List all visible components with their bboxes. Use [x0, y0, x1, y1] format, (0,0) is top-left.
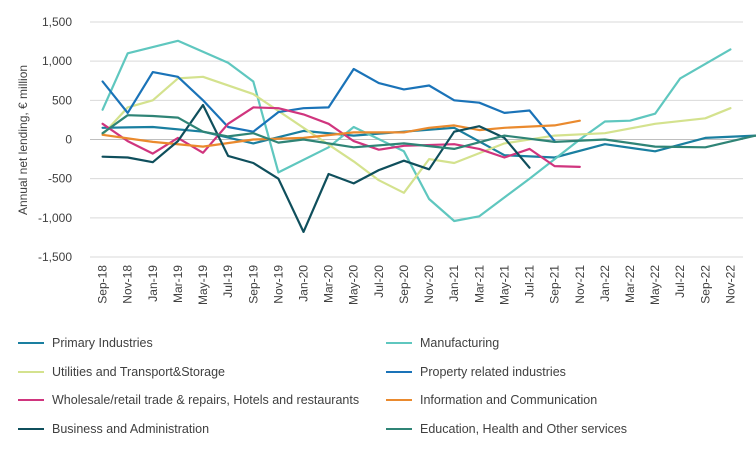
x-tick-label: Sep-18 — [96, 265, 110, 304]
legend-swatch — [386, 342, 412, 344]
x-tick-label: Sep-20 — [397, 265, 411, 304]
legend-label: Manufacturing — [420, 336, 500, 350]
legend-label: Utilities and Transport&Storage — [52, 364, 226, 379]
y-gridlines — [90, 21, 743, 258]
x-tick-label: Mar-21 — [472, 265, 486, 303]
y-tick-label: -500 — [48, 172, 72, 186]
x-tick-label: Jul-19 — [221, 265, 235, 298]
series-line — [101, 67, 556, 143]
legend-swatch — [18, 370, 44, 373]
x-tick-label: Nov-22 — [723, 265, 737, 304]
legend-item: Wholesale/retail trade & repairs, Hotels… — [18, 393, 359, 407]
series-line — [101, 103, 531, 233]
legend-label: Information and Communication — [420, 393, 598, 407]
y-axis-label: Annual net lending, € million — [16, 65, 30, 215]
legend-swatch — [18, 427, 44, 430]
x-tick-label: Mar-19 — [171, 265, 185, 303]
legend-label: Business and Administration — [52, 421, 210, 436]
y-tick-labels: -1,500 -1,000 -500 0 500 1,000 1,500 — [38, 15, 72, 264]
x-tick-label: Jul-20 — [372, 265, 386, 298]
legend-swatch — [18, 342, 44, 344]
line-chart: -1,500 -1,000 -500 0 500 1,000 1,500 Sep-18 Nov… — [16, 15, 756, 305]
legend-label: Education, Health and Other services — [420, 421, 628, 436]
y-tick-label: -1,000 — [38, 211, 72, 225]
x-tick-label: Nov-18 — [121, 265, 135, 304]
series-line — [101, 75, 732, 194]
legend: Primary Industries Manufacturing Utilities… — [0, 330, 756, 450]
x-tick-label: Jan-19 — [146, 265, 160, 302]
series-line — [101, 119, 581, 148]
y-tick-label: -1,500 — [38, 250, 72, 264]
x-tick-label: Jul-21 — [523, 265, 537, 298]
legend-item: Property related industries — [386, 365, 566, 379]
x-tick-label: Jan-20 — [296, 265, 310, 302]
x-tick-label: May-20 — [347, 265, 361, 305]
legend-item: Manufacturing — [386, 336, 499, 350]
y-tick-label: 1,500 — [42, 15, 72, 29]
legend-item: Utilities and Transport&Storage — [18, 365, 225, 379]
series-lines — [101, 39, 756, 233]
legend-label: Property related industries — [420, 364, 566, 379]
x-tick-label: Mar-22 — [623, 265, 637, 303]
y-tick-label: 1,000 — [42, 54, 72, 68]
legend-swatch — [386, 427, 412, 430]
legend-swatch — [386, 399, 412, 401]
x-tick-label: Jan-22 — [598, 265, 612, 302]
legend-swatch — [18, 399, 44, 401]
x-tick-label: Nov-21 — [573, 265, 587, 304]
y-tick-label: 500 — [52, 93, 72, 107]
x-tick-label: May-21 — [497, 265, 511, 305]
series-line — [101, 114, 756, 150]
legend-item: Education, Health and Other services — [386, 422, 627, 436]
x-tick-label: Jan-21 — [447, 265, 461, 302]
series-line — [101, 106, 581, 168]
x-tick-label: May-19 — [196, 265, 210, 305]
x-tick-labels: Sep-18 Nov-18 Jan-19 Mar-19 May-19 Jul-19 Sep-… — [96, 265, 738, 305]
x-tick-label: May-22 — [648, 265, 662, 305]
x-tick-label: Nov-19 — [271, 265, 285, 304]
x-tick-label: Jul-22 — [673, 265, 687, 298]
x-tick-label: Nov-20 — [422, 265, 436, 304]
legend-label: Wholesale/retail trade & repairs, Hotels… — [52, 393, 360, 407]
x-tick-label: Sep-22 — [698, 265, 712, 304]
legend-swatch — [386, 370, 412, 373]
legend-label: Primary Industries — [52, 336, 153, 350]
legend-item: Information and Communication — [386, 393, 597, 407]
y-tick-label: 0 — [65, 133, 72, 147]
x-tick-label: Sep-21 — [548, 265, 562, 304]
legend-item: Business and Administration — [18, 422, 209, 436]
legend-item: Primary Industries — [18, 336, 153, 350]
series-line — [101, 39, 732, 223]
x-tick-label: Sep-19 — [246, 265, 260, 304]
x-tick-label: Mar-20 — [322, 265, 336, 303]
